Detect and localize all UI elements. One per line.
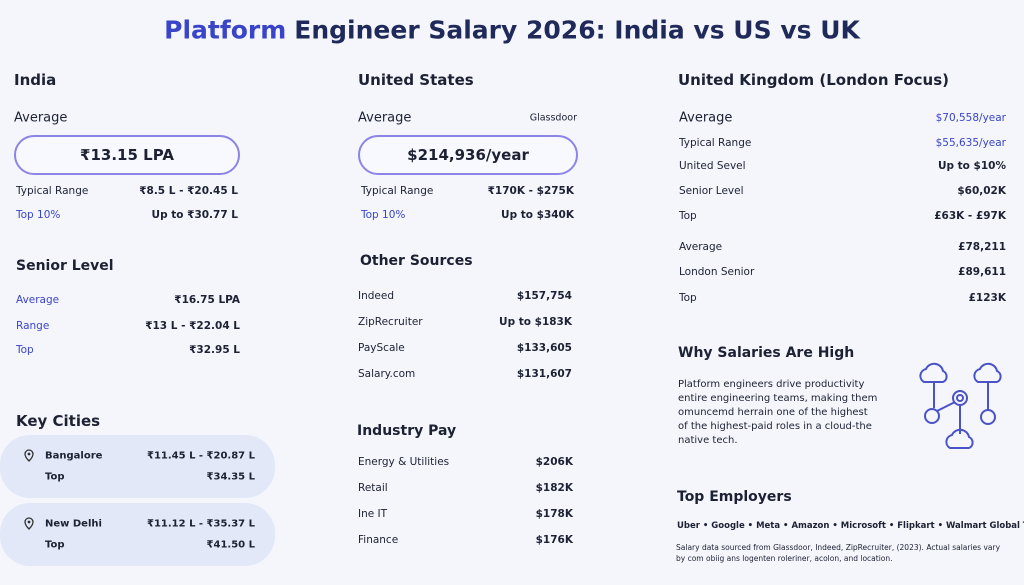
row-label: Top (679, 210, 697, 222)
uk-heading: United Kingdom (London Focus) (678, 71, 950, 89)
row-label: Typical Range (16, 185, 89, 197)
other-sources-heading: Other Sources (360, 253, 473, 269)
us-heading: United States (358, 71, 474, 89)
row-label: Top (679, 292, 697, 304)
row-label: Retail (358, 482, 388, 494)
row-value: $55,635/year (935, 137, 1006, 149)
row-value: £78,211 (958, 241, 1006, 253)
row-label: Indeed (358, 290, 395, 302)
page-title: Platform Engineer Salary 2026: India vs U… (0, 16, 1024, 45)
city-top: ₹41.50 L (206, 539, 255, 551)
row-value: ₹13 L - ₹22.04 L (145, 320, 240, 332)
row-value: Up to $340K (501, 209, 574, 221)
row-label: PayScale (358, 342, 405, 354)
row-value: Up to ₹30.77 L (151, 209, 238, 221)
us-source: Glassdoor (529, 112, 577, 124)
row-value: Up to $10% (937, 160, 1006, 172)
row-value: £89,611 (958, 266, 1006, 278)
pin-icon (24, 517, 34, 530)
row-value: ₹170K - $275K (487, 185, 574, 197)
row-value: Up to $183K (499, 316, 572, 328)
row-label: Average (679, 110, 733, 126)
senior-heading: Senior Level (16, 258, 114, 274)
cities-heading: Key Cities (16, 412, 101, 430)
city-name: Bangalore (45, 450, 103, 462)
india-average-pill: ₹13.15 LPA (14, 135, 240, 175)
footnote: Salary data sourced from Glassdoor, Inde… (676, 543, 1001, 563)
city-name: New Delhi (45, 518, 102, 530)
row-label: Typical Range (679, 137, 752, 149)
row-label: United Sevel (679, 160, 746, 172)
row-value: £63K - £97K (934, 210, 1006, 222)
row-value: ₹8.5 L - ₹20.45 L (139, 185, 238, 197)
india-average-value: ₹13.15 LPA (80, 146, 174, 164)
row-label: Salary.com (358, 368, 416, 380)
us-average-pill: $214,936/year (358, 135, 578, 175)
row-label: Range (16, 320, 50, 332)
city-range: ₹11.12 L - ₹35.37 L (147, 518, 255, 530)
row-value: $133,605 (516, 342, 572, 354)
employers-heading: Top Employers (677, 489, 792, 505)
row-value: $206K (535, 456, 573, 468)
city-card (0, 435, 275, 498)
row-label: Energy & Utilities (358, 456, 450, 468)
us-average-label: Average (358, 110, 412, 126)
row-value: $70,558/year (935, 112, 1006, 124)
row-value: $157,754 (516, 290, 572, 302)
title-rest: Engineer Salary 2026: India vs US vs UK (294, 15, 860, 45)
city-top-label: Top (45, 539, 65, 551)
row-label: London Senior (679, 266, 755, 278)
row-value: $60,02K (957, 185, 1006, 197)
industry-heading: Industry Pay (357, 423, 457, 439)
row-label: Ine IT (358, 508, 388, 520)
row-label: ZipRecruiter (358, 316, 423, 328)
row-label: Finance (358, 534, 399, 546)
city-card (0, 503, 275, 566)
city-top-label: Top (45, 471, 65, 483)
row-value: $178K (535, 508, 573, 520)
title-highlight: Platform (164, 15, 287, 45)
row-value: $176K (535, 534, 573, 546)
row-label: Top (16, 344, 34, 356)
row-value: $182K (535, 482, 573, 494)
india-average-label: Average (14, 110, 68, 126)
india-heading: India (14, 71, 57, 89)
us-average-value: $214,936/year (407, 146, 529, 164)
city-top: ₹34.35 L (206, 471, 255, 483)
row-label: Average (679, 241, 723, 253)
row-label: Senior Level (679, 185, 744, 197)
pin-icon (24, 449, 34, 462)
row-label: Average (16, 294, 60, 306)
row-value: ₹16.75 LPA (174, 294, 240, 306)
why-heading: Why Salaries Are High (678, 345, 855, 361)
row-label: Top 10% (16, 209, 61, 221)
row-value: ₹32.95 L (189, 344, 240, 356)
city-range: ₹11.45 L - ₹20.87 L (147, 450, 255, 462)
row-label: Typical Range (361, 185, 434, 197)
row-value: £123K (968, 292, 1006, 304)
row-value: $131,607 (516, 368, 572, 380)
why-text: Platform engineers drive productivity en… (678, 379, 878, 446)
employers-list: Uber • Google • Meta • Amazon • Microsof… (677, 521, 1024, 531)
cloud-network-icon (919, 362, 1002, 449)
row-label: Top 10% (361, 209, 406, 221)
